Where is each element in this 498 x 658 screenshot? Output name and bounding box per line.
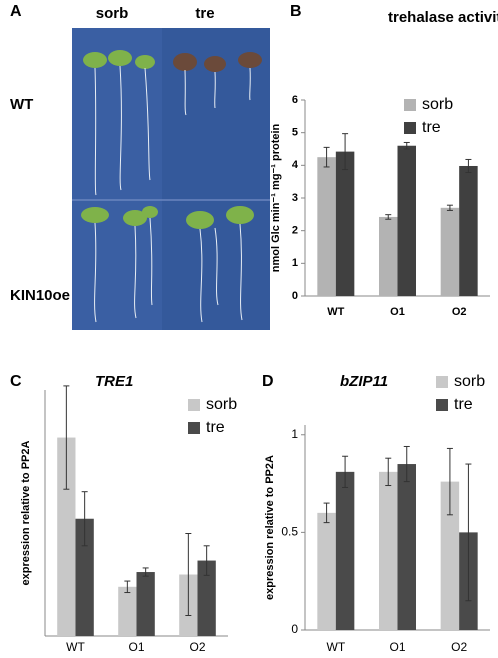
bar	[136, 572, 155, 636]
error-bar	[446, 447, 453, 516]
x-tick-label: WT	[327, 640, 346, 654]
bar	[440, 207, 460, 296]
legend-swatch	[404, 99, 416, 111]
legend-label: sorb	[206, 396, 237, 413]
x-tick-label: O2	[452, 306, 467, 318]
legend-label: tre	[422, 119, 441, 136]
error-bar	[385, 457, 392, 487]
y-tick-label: 6	[292, 94, 298, 106]
error-bar	[323, 146, 330, 168]
error-bar	[81, 491, 88, 547]
panel-letter: C	[10, 373, 22, 390]
panel-letter: D	[262, 373, 274, 390]
chart-title: trehalase activity	[388, 9, 498, 26]
x-tick-label: O1	[389, 640, 405, 654]
legend-swatch	[436, 376, 448, 388]
bar	[459, 165, 478, 296]
bar	[440, 481, 460, 630]
legend-swatch	[188, 422, 200, 434]
bar	[397, 145, 416, 296]
row-label: WT	[10, 96, 33, 113]
chart-title: bZIP11	[340, 373, 388, 390]
y-axis-label: expression relative to PP2A	[264, 455, 276, 600]
x-tick-label: WT	[327, 306, 344, 318]
bar	[75, 518, 94, 636]
panel-letter: B	[290, 3, 302, 20]
x-tick-label: WT	[66, 640, 85, 654]
x-tick-label: O2	[189, 640, 205, 654]
error-bar	[142, 567, 149, 577]
bar	[335, 471, 355, 630]
row-label: KIN10oe	[10, 287, 70, 304]
error-bar	[124, 580, 131, 594]
column-label: tre	[195, 5, 214, 22]
error-bar	[446, 204, 453, 211]
bar	[379, 216, 398, 296]
y-tick-label: 1	[292, 257, 298, 269]
column-label: sorb	[96, 5, 129, 22]
bar	[197, 560, 216, 636]
error-bar	[403, 445, 410, 483]
legend-swatch	[404, 122, 416, 134]
bar	[379, 471, 398, 630]
error-bar	[465, 158, 472, 174]
x-tick-label: O1	[128, 640, 144, 654]
y-tick-label: 3	[292, 192, 298, 204]
bar	[317, 157, 336, 296]
error-bar	[342, 455, 349, 488]
photo	[72, 28, 270, 330]
legend-label: sorb	[422, 96, 453, 113]
y-tick-label: 5	[292, 127, 298, 139]
bar	[118, 586, 137, 636]
legend-label: tre	[454, 396, 473, 413]
y-tick-label: 0	[292, 290, 298, 302]
legend-label: sorb	[454, 373, 485, 390]
x-tick-label: O1	[390, 306, 405, 318]
bar	[57, 437, 76, 636]
error-bar	[63, 385, 70, 490]
y-axis-label: nmol Glc min⁻¹ mg⁻¹ protein	[270, 123, 282, 272]
legend-swatch	[436, 399, 448, 411]
bar	[335, 151, 355, 296]
error-bar	[342, 133, 349, 171]
error-bar	[465, 463, 472, 602]
error-bar	[185, 533, 192, 616]
error-bar	[403, 141, 410, 150]
error-bar	[203, 545, 210, 576]
chart-title: TRE1	[95, 373, 133, 390]
panel-letter: A	[10, 3, 22, 20]
y-tick-label: 1	[291, 427, 298, 441]
error-bar	[323, 502, 330, 524]
error-bar	[385, 214, 392, 220]
y-axis-label: expression relative to PP2A	[20, 441, 32, 586]
bar	[317, 512, 336, 630]
x-tick-label: O2	[451, 640, 467, 654]
y-tick-label: 0	[291, 622, 298, 636]
legend-swatch	[188, 399, 200, 411]
y-tick-label: 2	[292, 225, 298, 237]
legend-label: tre	[206, 419, 225, 436]
y-tick-label: 4	[292, 159, 299, 171]
y-tick-label: 0.5	[281, 525, 298, 539]
bar	[397, 464, 416, 630]
